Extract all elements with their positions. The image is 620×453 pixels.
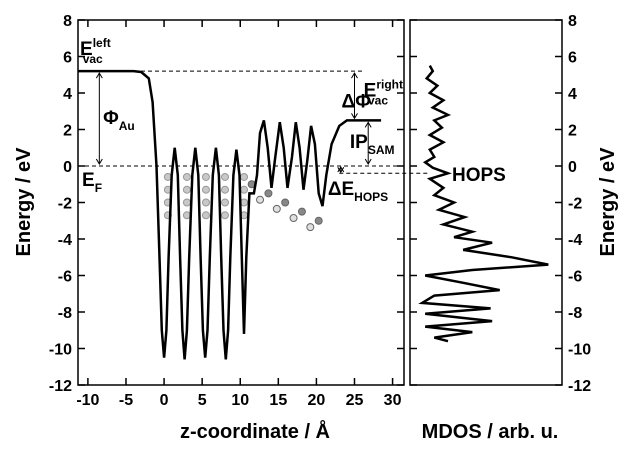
annotation-text: E: [82, 170, 95, 191]
phi-arrow-head: [95, 72, 103, 79]
x-tick-label: 5: [198, 392, 207, 409]
y-tick-label: -6: [58, 269, 72, 286]
y-tick-label: 2: [63, 123, 72, 140]
mdos-line: [418, 65, 549, 343]
sam-atom: [272, 204, 281, 213]
annotation: ΦAu: [103, 108, 135, 133]
y-tick-label: 4: [568, 86, 577, 103]
y-tick-label: 0: [63, 159, 72, 176]
x-tick-label: 30: [384, 392, 402, 409]
x-tick-label: 10: [231, 392, 249, 409]
annotation-text: E: [364, 81, 377, 102]
annotation-sub: Au: [119, 119, 135, 133]
y-tick-label: -12: [568, 378, 591, 395]
annotation-text: E: [80, 39, 93, 60]
annotation-sup: left: [93, 36, 111, 50]
sam-atom: [256, 195, 265, 204]
y-axis-title: Energy / eV: [13, 147, 35, 257]
sam-atom: [306, 223, 315, 232]
sam-atom: [281, 198, 290, 207]
sam-atom: [297, 207, 306, 216]
au-atom: [221, 211, 230, 220]
au-atom: [221, 172, 230, 181]
au-atom: [201, 198, 210, 207]
x-axis-title: z-coordinate / Å: [180, 419, 330, 443]
de-arrow-head: [337, 166, 345, 173]
annotation-sub: HOPS: [354, 190, 388, 204]
x-tick-label: -5: [119, 392, 133, 409]
right-frame: [409, 19, 563, 386]
x-tick-label: 0: [160, 392, 169, 409]
y-tick-label: -6: [568, 269, 582, 286]
annotation-sub: vac: [83, 52, 103, 66]
y-tick-label: -12: [49, 378, 72, 395]
au-atom: [240, 198, 249, 207]
y-tick-label: -4: [568, 232, 582, 249]
au-atom: [182, 185, 191, 194]
au-atom: [240, 185, 249, 194]
y-tick-label: -8: [58, 305, 72, 322]
annotation-text: IP: [350, 132, 368, 153]
au-atom: [221, 185, 230, 194]
au-atom: [182, 211, 191, 220]
annotation-text: ΔE: [328, 179, 354, 200]
annotation: Eright vac: [364, 78, 403, 108]
sam-atom: [289, 214, 298, 223]
annotation-text: Φ: [103, 108, 119, 129]
potential-line: [78, 69, 382, 360]
y-tick-label: 6: [568, 50, 577, 67]
y-tick-label: 4: [63, 86, 72, 103]
y-tick-label: -8: [568, 305, 582, 322]
y-tick-label: 2: [568, 123, 577, 140]
ip-arrow-head: [364, 121, 372, 128]
annotation: ΔΦ: [342, 92, 372, 113]
y-tick-label: -10: [49, 342, 72, 359]
au-atom: [201, 211, 210, 220]
annotation: ΔEHOPS: [328, 179, 388, 204]
x-tick-label: 20: [308, 392, 326, 409]
x-tick-label: 15: [269, 392, 287, 409]
y-tick-label: -10: [568, 342, 591, 359]
ip-arrow-head: [364, 158, 372, 165]
dphi-arrow-head: [351, 113, 358, 120]
de-arrow-head: [337, 167, 345, 174]
au-atom: [240, 172, 249, 181]
annotation-sup: right: [376, 78, 403, 92]
annotation-sub: F: [95, 181, 102, 195]
au-atom: [182, 172, 191, 181]
y-tick-label: -4: [58, 232, 72, 249]
au-atom: [201, 185, 210, 194]
annotation: EF: [82, 170, 102, 195]
au-atom: [182, 198, 191, 207]
au-atom: [221, 198, 230, 207]
dphi-arrow-head: [351, 72, 358, 79]
annotation-sub: vac: [368, 94, 388, 108]
sam-atom: [264, 189, 273, 198]
y-axis-title: Energy / eV: [597, 147, 619, 257]
x-axis-title: MDOS / arb. u.: [422, 421, 559, 443]
y-tick-label: 8: [63, 13, 72, 30]
annotation-text: ΔΦ: [342, 92, 372, 113]
phi-arrow-head: [95, 158, 103, 165]
au-atom: [201, 172, 210, 181]
y-tick-label: 8: [568, 13, 577, 30]
hops-label: HOPS: [452, 165, 506, 186]
x-tick-label: -10: [76, 392, 99, 409]
y-tick-label: 0: [568, 159, 577, 176]
annotation: Eleft vac: [80, 36, 111, 66]
y-tick-label: 6: [63, 50, 72, 67]
annotation: IPSAM: [350, 132, 395, 157]
y-tick-label: -2: [58, 196, 72, 213]
sam-atom: [314, 216, 323, 225]
annotation-sub: SAM: [368, 143, 395, 157]
x-tick-label: 25: [346, 392, 364, 409]
y-tick-label: -2: [568, 196, 582, 213]
